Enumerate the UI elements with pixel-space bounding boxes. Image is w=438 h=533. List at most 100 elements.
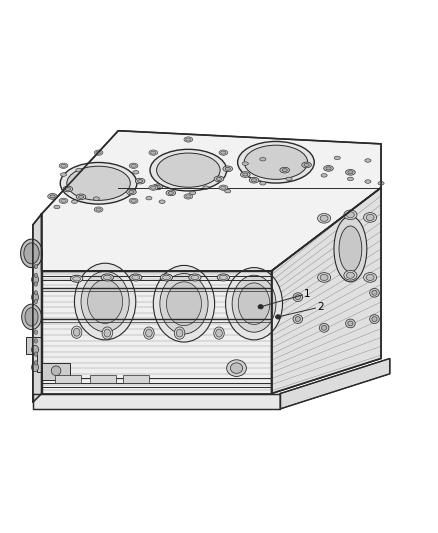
Ellipse shape <box>189 274 201 281</box>
Ellipse shape <box>131 164 136 167</box>
Ellipse shape <box>146 197 152 200</box>
Ellipse shape <box>320 274 328 280</box>
Ellipse shape <box>215 329 222 337</box>
Ellipse shape <box>348 321 353 326</box>
Ellipse shape <box>219 185 228 190</box>
Ellipse shape <box>32 345 39 354</box>
Ellipse shape <box>226 268 283 340</box>
Ellipse shape <box>364 213 377 222</box>
Ellipse shape <box>321 326 327 330</box>
Ellipse shape <box>216 177 222 181</box>
Ellipse shape <box>237 141 314 183</box>
Ellipse shape <box>132 275 140 280</box>
Text: 2: 2 <box>317 302 324 312</box>
Ellipse shape <box>78 195 84 198</box>
Ellipse shape <box>339 226 362 272</box>
Ellipse shape <box>344 270 357 280</box>
Ellipse shape <box>131 199 136 203</box>
Ellipse shape <box>365 180 371 183</box>
Ellipse shape <box>153 265 215 342</box>
Ellipse shape <box>304 163 309 166</box>
Ellipse shape <box>243 173 248 176</box>
Ellipse shape <box>51 366 61 376</box>
Ellipse shape <box>225 167 230 171</box>
Ellipse shape <box>24 243 39 264</box>
Ellipse shape <box>238 283 270 325</box>
Ellipse shape <box>32 293 39 302</box>
Ellipse shape <box>34 290 38 295</box>
Ellipse shape <box>184 137 193 142</box>
Ellipse shape <box>223 166 233 172</box>
Ellipse shape <box>346 319 355 328</box>
Ellipse shape <box>176 329 183 337</box>
Ellipse shape <box>366 214 374 221</box>
Ellipse shape <box>260 157 266 161</box>
Ellipse shape <box>186 195 191 198</box>
Ellipse shape <box>232 275 276 332</box>
Ellipse shape <box>334 156 340 159</box>
Ellipse shape <box>240 172 250 177</box>
Ellipse shape <box>102 327 113 339</box>
Ellipse shape <box>203 186 209 189</box>
Ellipse shape <box>101 274 113 281</box>
Ellipse shape <box>249 177 259 183</box>
Ellipse shape <box>214 327 224 339</box>
Ellipse shape <box>59 163 68 168</box>
Ellipse shape <box>73 277 81 281</box>
Ellipse shape <box>160 273 208 334</box>
Ellipse shape <box>321 174 327 177</box>
Ellipse shape <box>48 193 57 199</box>
Ellipse shape <box>104 329 110 337</box>
Ellipse shape <box>65 188 71 190</box>
Ellipse shape <box>347 177 353 181</box>
Polygon shape <box>272 188 381 393</box>
Polygon shape <box>33 393 280 409</box>
Ellipse shape <box>71 200 78 204</box>
Ellipse shape <box>74 263 136 340</box>
Ellipse shape <box>295 317 300 321</box>
Ellipse shape <box>63 186 73 192</box>
Ellipse shape <box>162 275 170 280</box>
Ellipse shape <box>227 360 246 376</box>
Ellipse shape <box>372 290 377 295</box>
Ellipse shape <box>129 198 138 204</box>
Ellipse shape <box>155 185 160 188</box>
Ellipse shape <box>129 163 138 168</box>
Ellipse shape <box>378 182 384 185</box>
Ellipse shape <box>76 194 86 200</box>
Ellipse shape <box>34 264 38 269</box>
Ellipse shape <box>221 151 226 154</box>
Ellipse shape <box>150 149 227 191</box>
Ellipse shape <box>25 308 38 326</box>
Ellipse shape <box>34 300 38 304</box>
Ellipse shape <box>251 179 257 182</box>
Ellipse shape <box>71 275 83 282</box>
Ellipse shape <box>34 339 38 343</box>
Ellipse shape <box>60 163 137 204</box>
Ellipse shape <box>244 145 307 179</box>
Ellipse shape <box>174 327 185 339</box>
Ellipse shape <box>348 171 353 174</box>
Ellipse shape <box>32 363 39 372</box>
Ellipse shape <box>364 273 377 282</box>
Ellipse shape <box>334 216 367 282</box>
Ellipse shape <box>346 212 354 218</box>
Ellipse shape <box>280 167 290 173</box>
Ellipse shape <box>71 326 82 338</box>
Ellipse shape <box>67 166 131 200</box>
Ellipse shape <box>365 159 371 162</box>
Polygon shape <box>26 336 42 372</box>
Ellipse shape <box>214 176 224 182</box>
Ellipse shape <box>319 324 329 332</box>
Ellipse shape <box>276 314 281 319</box>
Polygon shape <box>33 214 42 402</box>
Ellipse shape <box>191 275 199 280</box>
Ellipse shape <box>81 271 129 332</box>
Ellipse shape <box>73 328 80 336</box>
Ellipse shape <box>32 275 39 284</box>
Polygon shape <box>123 375 149 383</box>
Ellipse shape <box>96 208 101 211</box>
Ellipse shape <box>145 329 152 337</box>
Ellipse shape <box>61 199 66 203</box>
Ellipse shape <box>320 215 328 221</box>
